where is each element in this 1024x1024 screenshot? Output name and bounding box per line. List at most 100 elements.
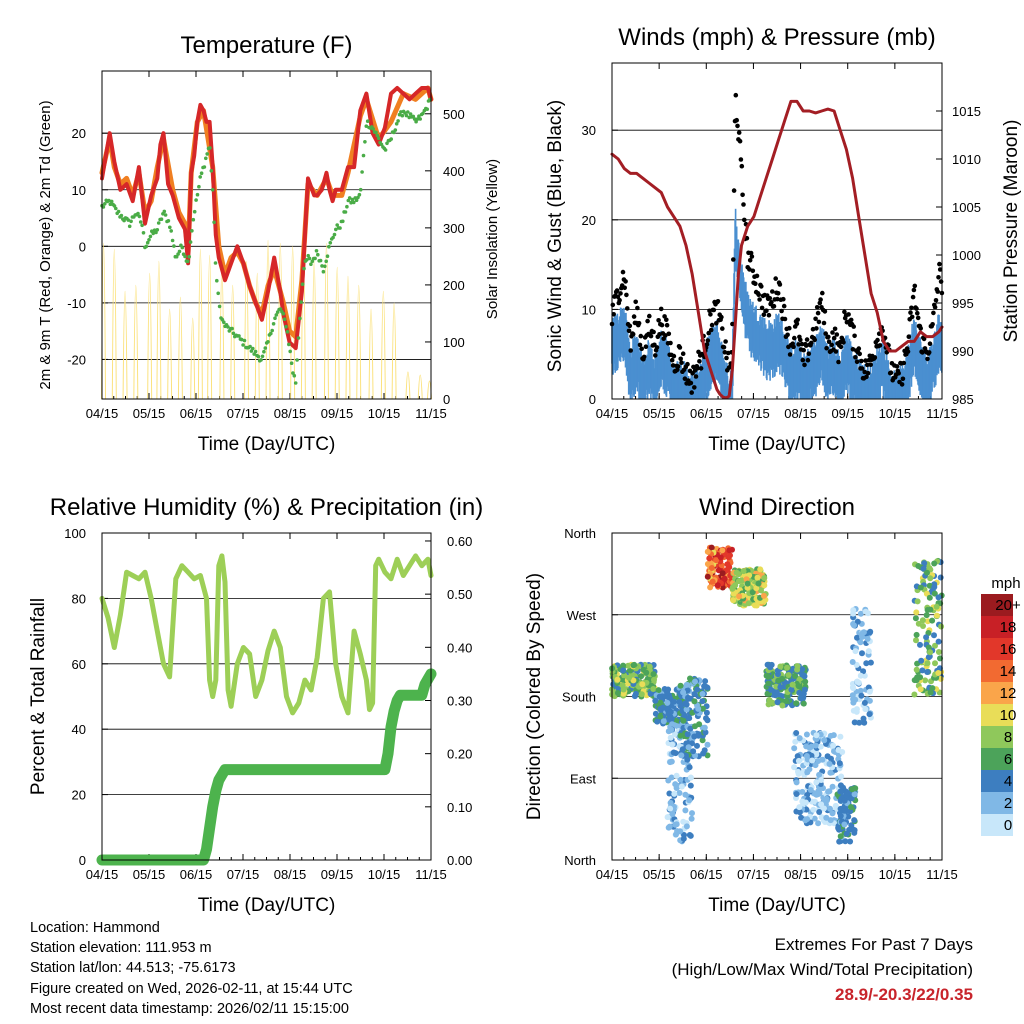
direction-point <box>862 706 869 713</box>
direction-point <box>703 709 710 716</box>
direction-point <box>862 608 869 615</box>
dewpoint-point <box>281 311 286 316</box>
direction-point <box>657 713 664 720</box>
gust-point <box>647 313 652 319</box>
gust-point <box>801 347 806 353</box>
dewpoint-point <box>288 349 293 354</box>
dewpoint-point <box>335 223 340 227</box>
insolation-peak <box>219 267 225 400</box>
direction-point <box>736 593 743 600</box>
direction-point <box>923 634 930 641</box>
insolation-peak <box>111 249 117 400</box>
dewpoint-point <box>172 244 176 248</box>
dewpoint-point <box>266 340 270 344</box>
direction-point <box>691 691 698 697</box>
direction-point <box>850 607 857 614</box>
gust-point <box>689 390 694 395</box>
y2-tick-label: 200 <box>443 278 465 293</box>
direction-point <box>749 589 756 596</box>
direction-point <box>849 659 856 665</box>
panel-2: Winds (mph) & Pressure (mb) 04/15 05/15 06/… <box>545 24 1022 455</box>
gust-point <box>877 343 883 348</box>
x-tick-label: 07/15 <box>737 406 770 421</box>
direction-point <box>735 578 742 585</box>
direction-point <box>854 678 861 685</box>
direction-point <box>699 737 706 744</box>
direction-point <box>858 692 865 699</box>
colorbar-swatch <box>981 660 1013 682</box>
direction-point <box>913 631 920 638</box>
x-tick-label: 08/15 <box>784 406 817 421</box>
gust-point <box>742 217 747 223</box>
gust-point <box>692 385 697 390</box>
dewpoint-point <box>186 259 190 264</box>
dewpoint-point <box>415 117 420 121</box>
direction-point <box>926 582 933 589</box>
gust-point <box>821 320 827 326</box>
x-tick-label: 06/15 <box>180 867 213 882</box>
gust-point <box>911 287 917 293</box>
direction-point <box>764 661 771 668</box>
gust-point <box>719 314 724 320</box>
gust-point <box>677 345 683 350</box>
dewpoint-point <box>129 219 133 224</box>
direction-point <box>849 692 856 699</box>
direction-point <box>684 731 691 738</box>
x-tick-label: 05/15 <box>133 406 166 421</box>
direction-point <box>701 747 708 754</box>
colorbar-label: 2 <box>1004 795 1012 812</box>
direction-point <box>931 590 938 597</box>
dewpoint-point <box>239 337 244 342</box>
insolation-peak <box>230 284 236 400</box>
gust-point <box>624 292 629 298</box>
direction-point <box>832 802 839 809</box>
gust-point <box>678 356 683 362</box>
insolation-peak <box>254 273 260 400</box>
direction-point <box>704 573 711 580</box>
gust-point <box>787 325 792 331</box>
direction-point <box>751 602 758 609</box>
gust-point <box>832 326 838 332</box>
direction-point <box>791 745 798 752</box>
panel-4: Wind Direction 04/15 05/15 06/15 07/15 08/15 0… <box>524 494 958 916</box>
y-tick-label: 60 <box>72 657 86 672</box>
dewpoint-point <box>119 213 124 218</box>
direction-point <box>686 832 693 838</box>
direction-point <box>702 678 709 685</box>
direction-point <box>709 578 716 585</box>
gust-point <box>714 321 719 326</box>
dewpoint-point <box>360 170 364 174</box>
y-tick-label: 40 <box>72 722 86 737</box>
dewpoint-point <box>316 252 320 257</box>
dewpoint-point <box>341 219 345 224</box>
direction-point <box>802 678 809 685</box>
direction-point <box>938 623 945 630</box>
direction-point <box>851 719 858 726</box>
y-tick-label: 100 <box>64 526 86 541</box>
gust-point <box>820 290 825 296</box>
extremes-box: Extremes For Past 7 Days (High/Low/Max W… <box>672 932 973 1007</box>
dewpoint-point <box>376 136 381 141</box>
dewpoint-point <box>188 240 193 244</box>
dewpoint-point <box>198 175 202 179</box>
plot-frame <box>611 532 943 861</box>
direction-point <box>929 617 936 624</box>
direction-point <box>813 751 820 758</box>
direction-point <box>821 797 828 803</box>
dewpoint-point <box>162 209 167 214</box>
gust-point <box>802 362 807 368</box>
direction-point <box>837 788 844 795</box>
gust-point <box>796 342 801 347</box>
direction-point <box>815 820 822 827</box>
dewpoint-point <box>313 256 317 261</box>
direction-point <box>757 566 764 573</box>
dewpoint-point <box>103 202 107 206</box>
dewpoint-point <box>199 171 204 175</box>
direction-point <box>687 782 694 789</box>
x-tick-label: 04/15 <box>596 406 629 421</box>
x-tick-label: 08/15 <box>274 406 307 421</box>
gust-point <box>771 303 777 309</box>
gust-point <box>863 358 868 363</box>
dewpoint-point <box>237 334 241 338</box>
